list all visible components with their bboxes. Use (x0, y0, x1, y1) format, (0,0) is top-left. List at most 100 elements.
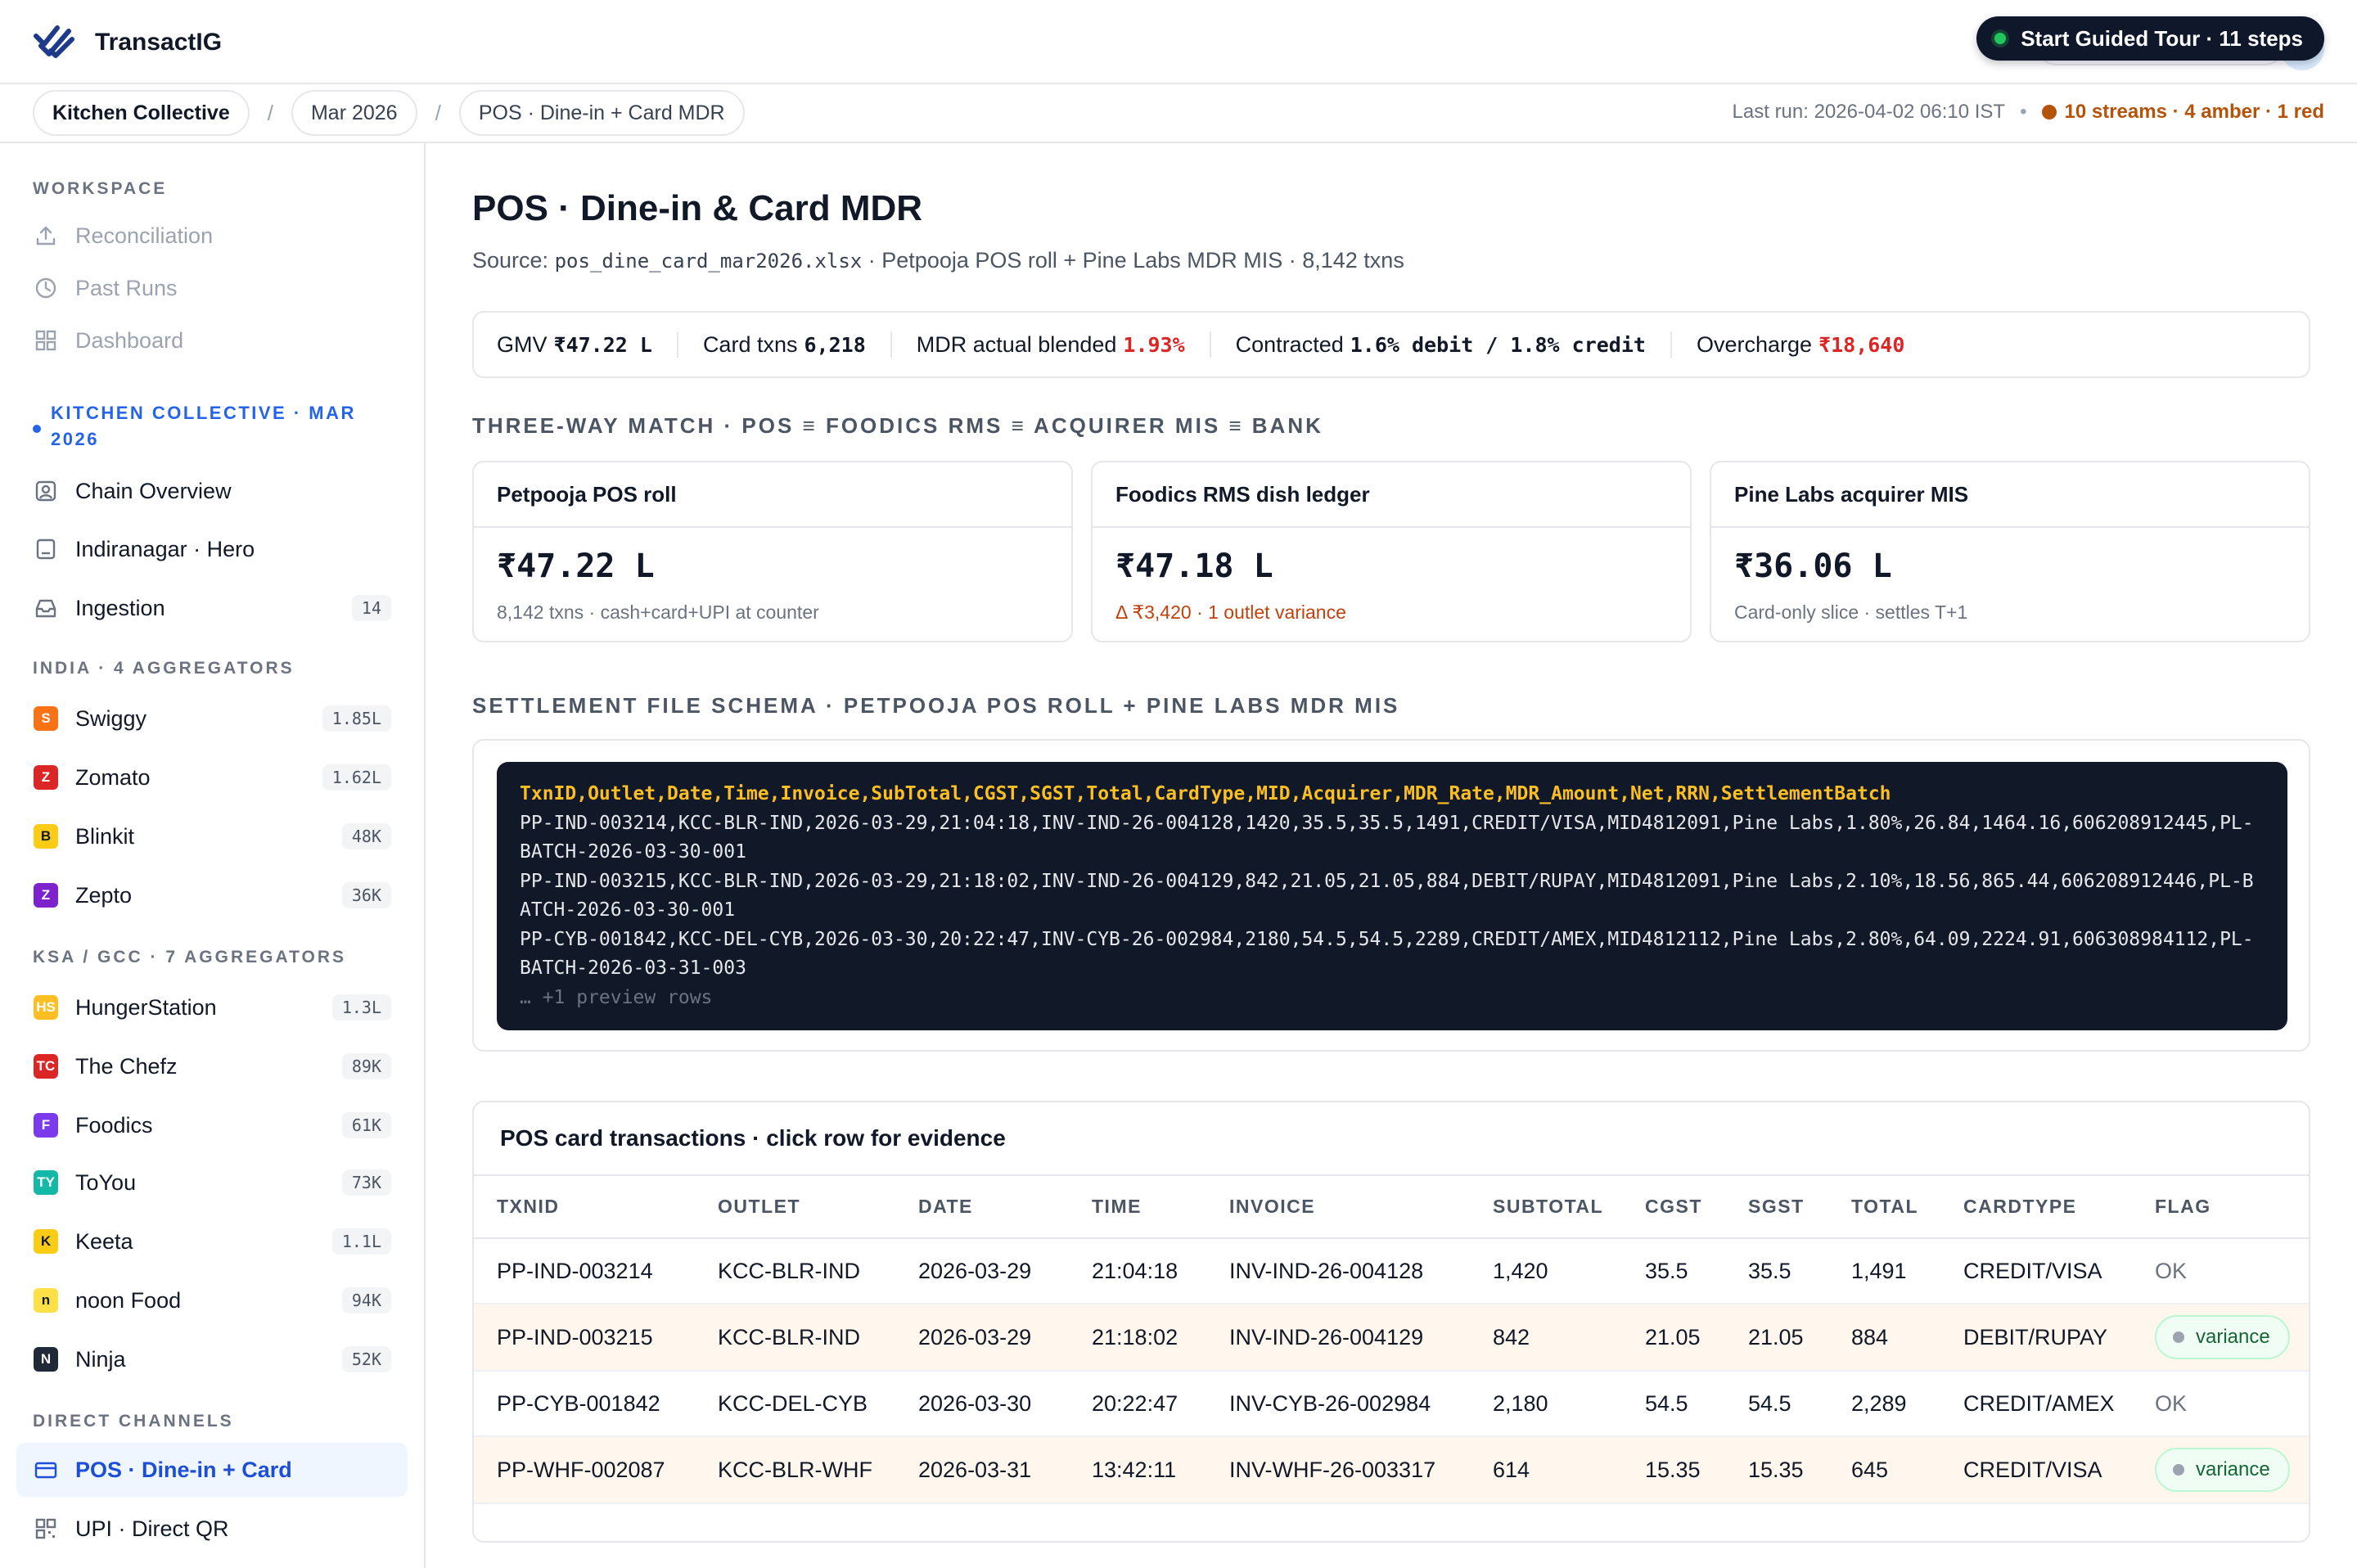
badge-label: variance (2196, 1458, 2270, 1480)
aggregator-badge: N (34, 1347, 58, 1372)
column-header[interactable]: CARDTYPE (1940, 1176, 2132, 1239)
sidebar-item-label: Swiggy (75, 705, 147, 731)
sidebar-item-label: Indiranagar · Hero (75, 536, 255, 561)
section-label-workspace: WORKSPACE (33, 179, 168, 198)
aggregator-badge: B (34, 824, 58, 849)
grid-icon (33, 327, 59, 354)
sidebar-item-zepto[interactable]: Z Zepto 36K (16, 868, 408, 922)
sidebar-item-label: Ingestion (75, 595, 165, 620)
sidebar-item-keeta[interactable]: K Keeta 1.1L (16, 1214, 408, 1268)
match-card-petpooja[interactable]: Petpooja POS roll ₹47.22 L 8,142 txns · … (472, 461, 1073, 642)
brand[interactable]: TransactIG (33, 20, 222, 65)
aggregator-badge: Z (34, 883, 58, 908)
sidebar-item-swiggy[interactable]: S Swiggy 1.85L (16, 692, 408, 746)
variance-badge[interactable]: variance (2155, 1448, 2290, 1492)
column-header[interactable]: FLAG (2132, 1176, 2309, 1239)
sidebar-item-past-runs[interactable]: Past Runs (16, 261, 408, 315)
hungerstation-logo-icon: HS (33, 994, 59, 1021)
table-row[interactable]: PP-IND-003214 KCC-BLR-IND 2026-03-29 21:… (474, 1238, 2309, 1304)
cell-subtotal: 2,180 (1470, 1371, 1622, 1437)
column-header[interactable]: TXNID (474, 1176, 695, 1239)
column-header[interactable]: TIME (1069, 1176, 1206, 1239)
breadcrumb-separator: / (435, 100, 441, 125)
table-row[interactable]: PP-WHF-002087 KCC-BLR-WHF 2026-03-31 13:… (474, 1436, 2309, 1504)
badge-dot-icon (2173, 1464, 2184, 1476)
stream-status[interactable]: 10 streams · 4 amber · 1 red (2064, 101, 2325, 123)
column-header[interactable]: INVOICE (1206, 1176, 1470, 1239)
column-header[interactable]: DATE (895, 1176, 1069, 1239)
sidebar-item-zomato[interactable]: Z Zomato 1.62L (16, 750, 408, 804)
column-header[interactable]: SGST (1725, 1176, 1828, 1239)
count-badge: 36K (341, 882, 391, 908)
user-icon (33, 478, 59, 504)
schema-header-row: TxnID,Outlet,Date,Time,Invoice,SubTotal,… (520, 783, 1891, 804)
sidebar-item-pos-dine-in-card[interactable]: POS · Dine-in + Card (16, 1443, 408, 1497)
count-badge: 61K (341, 1112, 391, 1138)
table-row[interactable]: PP-CYB-001842 KCC-DEL-CYB 2026-03-30 20:… (474, 1371, 2309, 1437)
sidebar-item-ninja[interactable]: N Ninja 52K (16, 1332, 408, 1386)
match-card-title: Pine Labs acquirer MIS (1711, 462, 2309, 528)
cell-time: 21:04:18 (1069, 1238, 1206, 1304)
source-prefix: Source: (472, 248, 549, 273)
separator-dot: • (2020, 101, 2027, 123)
ninja-logo-icon: N (33, 1346, 59, 1372)
sidebar-item-hungerstation[interactable]: HS HungerStation 1.3L (16, 980, 408, 1034)
sidebar-item-dashboard[interactable]: Dashboard (16, 313, 408, 367)
sidebar-item-noon-food[interactable]: n noon Food 94K (16, 1273, 408, 1327)
zomato-logo-icon: Z (33, 764, 59, 791)
count-badge: 52K (341, 1346, 391, 1372)
metric-value: 1.6% debit / 1.8% credit (1350, 332, 1646, 357)
cell-outlet: KCC-DEL-CYB (695, 1371, 895, 1437)
cell-outlet: KCC-BLR-IND (695, 1238, 895, 1304)
cell-time: 13:42:11 (1069, 1436, 1206, 1504)
main-content: POS · Dine-in & Card MDR Source: pos_din… (427, 143, 2357, 1568)
column-header[interactable]: SUBTOTAL (1470, 1176, 1622, 1239)
metric-card-txns: Card txns 6,218 (703, 332, 866, 358)
sidebar-item-indiranagar-hero[interactable]: Indiranagar · Hero (16, 522, 408, 576)
sidebar-item-foodics[interactable]: F Foodics 61K (16, 1098, 408, 1152)
sidebar-item-blinkit[interactable]: B Blinkit 48K (16, 809, 408, 863)
match-card-pine-labs[interactable]: Pine Labs acquirer MIS ₹36.06 L Card-onl… (1710, 461, 2310, 642)
aggregator-badge: TC (34, 1054, 58, 1079)
page-title: POS · Dine-in & Card MDR (472, 188, 923, 228)
sidebar-item-toyou[interactable]: TY ToYou 73K (16, 1156, 408, 1210)
cell-date: 2026-03-29 (895, 1304, 1069, 1372)
variance-badge[interactable]: variance (2155, 1315, 2290, 1359)
blinkit-logo-icon: B (33, 823, 59, 849)
last-run-text: Last run: 2026-04-02 06:10 IST (1732, 101, 2006, 123)
run-info: Last run: 2026-04-02 06:10 IST • 10 stre… (1733, 101, 2324, 124)
metric-value: 6,218 (804, 332, 866, 357)
clock-icon (33, 275, 59, 301)
sidebar-item-upi-direct-qr[interactable]: UPI · Direct QR (16, 1502, 408, 1556)
schema-code-block[interactable]: TxnID,Outlet,Date,Time,Invoice,SubTotal,… (497, 762, 2287, 1030)
sidebar-item-the-chefz[interactable]: TC The Chefz 89K (16, 1039, 408, 1093)
metric-divider (1209, 331, 1211, 358)
breadcrumb-bar: Kitchen Collective / Mar 2026 / POS · Di… (0, 84, 2357, 143)
column-header[interactable]: OUTLET (695, 1176, 895, 1239)
cell-date: 2026-03-29 (895, 1238, 1069, 1304)
count-badge: 48K (341, 823, 391, 849)
cell-sgst: 15.35 (1725, 1436, 1828, 1504)
column-header[interactable]: CGST (1622, 1176, 1725, 1239)
cell-txnid: PP-IND-003215 (474, 1304, 695, 1372)
sidebar-item-reconciliation[interactable]: Reconciliation (16, 209, 408, 263)
transactions-table: TXNID OUTLET DATE TIME INVOICE SUBTOTAL … (474, 1176, 2309, 1504)
keeta-logo-icon: K (33, 1228, 59, 1255)
column-header[interactable]: TOTAL (1828, 1176, 1940, 1239)
breadcrumb-period[interactable]: Mar 2026 (291, 90, 417, 136)
badge-label: variance (2196, 1326, 2270, 1348)
client-label-text: KITCHEN COLLECTIVE · MAR 2026 (51, 403, 356, 449)
cell-total: 884 (1828, 1304, 1940, 1372)
breadcrumb-stream[interactable]: POS · Dine-in + Card MDR (458, 90, 745, 136)
match-card-foodics[interactable]: Foodics RMS dish ledger ₹47.18 L Δ ₹3,42… (1091, 461, 1692, 642)
cell-outlet: KCC-BLR-IND (695, 1304, 895, 1372)
cell-time: 20:22:47 (1069, 1371, 1206, 1437)
breadcrumb-client[interactable]: Kitchen Collective (33, 90, 250, 136)
table-row[interactable]: PP-IND-003215 KCC-BLR-IND 2026-03-29 21:… (474, 1304, 2309, 1372)
cell-invoice: INV-IND-26-004128 (1206, 1238, 1470, 1304)
metric-label: MDR actual blended (916, 331, 1117, 357)
sidebar-item-ingestion[interactable]: Ingestion 14 (16, 581, 408, 635)
start-guided-tour-button[interactable]: Start Guided Tour · 11 steps (1976, 16, 2324, 61)
sidebar-item-chain-overview[interactable]: Chain Overview (16, 464, 408, 518)
source-file-name[interactable]: pos_dine_card_mar2026.xlsx (554, 250, 863, 273)
